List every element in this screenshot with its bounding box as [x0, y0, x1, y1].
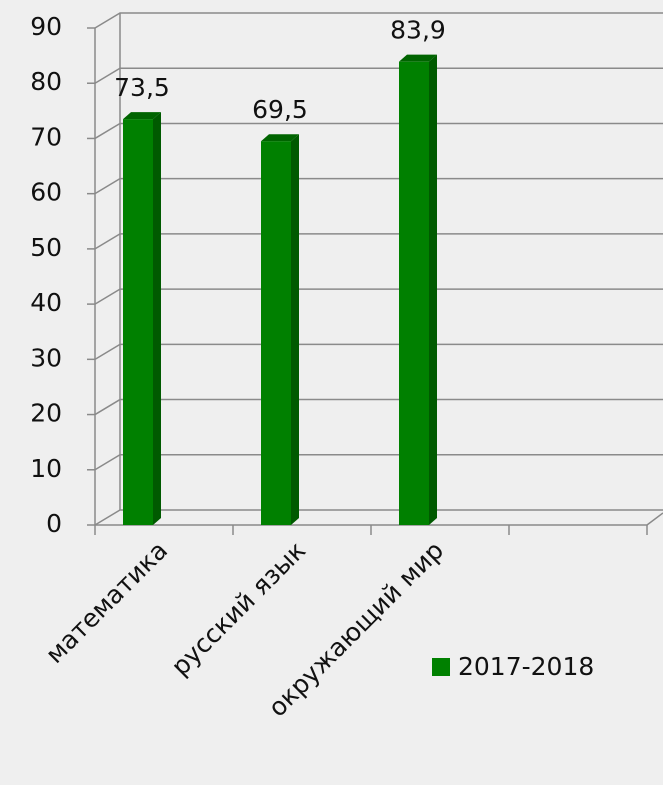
data-label: 73,5 [114, 73, 170, 102]
bar [261, 141, 291, 525]
bar-top [123, 112, 161, 120]
y-tick-label: 10 [30, 454, 62, 483]
x-tick-label: русский язык [166, 536, 312, 682]
y-tick-label: 0 [46, 509, 62, 538]
legend-label: 2017-2018 [458, 652, 594, 681]
floor [95, 512, 663, 526]
y-tick-label: 20 [30, 399, 62, 428]
grid-line [94, 67, 663, 84]
bar [399, 61, 429, 526]
bar [123, 119, 153, 525]
bar-side [429, 54, 437, 526]
grid-line [94, 233, 663, 250]
grid-line [94, 398, 663, 416]
y-tick-label: 70 [30, 122, 62, 151]
y-tick-label: 50 [30, 233, 62, 262]
legend-swatch [432, 658, 450, 676]
bar-top [399, 54, 437, 62]
grid-line [94, 177, 663, 195]
grid-line [94, 509, 663, 526]
grid-line [94, 343, 663, 360]
grid-line [94, 12, 663, 29]
data-label: 83,9 [390, 16, 446, 45]
grid-line [94, 454, 663, 471]
y-tick-label: 40 [30, 288, 62, 317]
data-label: 69,5 [252, 95, 308, 124]
grid-line [94, 122, 663, 140]
bar-side [153, 112, 161, 525]
bar-top [261, 134, 299, 142]
x-tick-label: математика [40, 536, 173, 669]
y-tick-label: 90 [30, 12, 62, 41]
y-tick-label: 30 [30, 343, 62, 372]
y-tick-label: 60 [30, 178, 62, 207]
y-tick-label: 80 [30, 67, 62, 96]
grid-line [94, 288, 663, 305]
bar-side [291, 134, 299, 525]
